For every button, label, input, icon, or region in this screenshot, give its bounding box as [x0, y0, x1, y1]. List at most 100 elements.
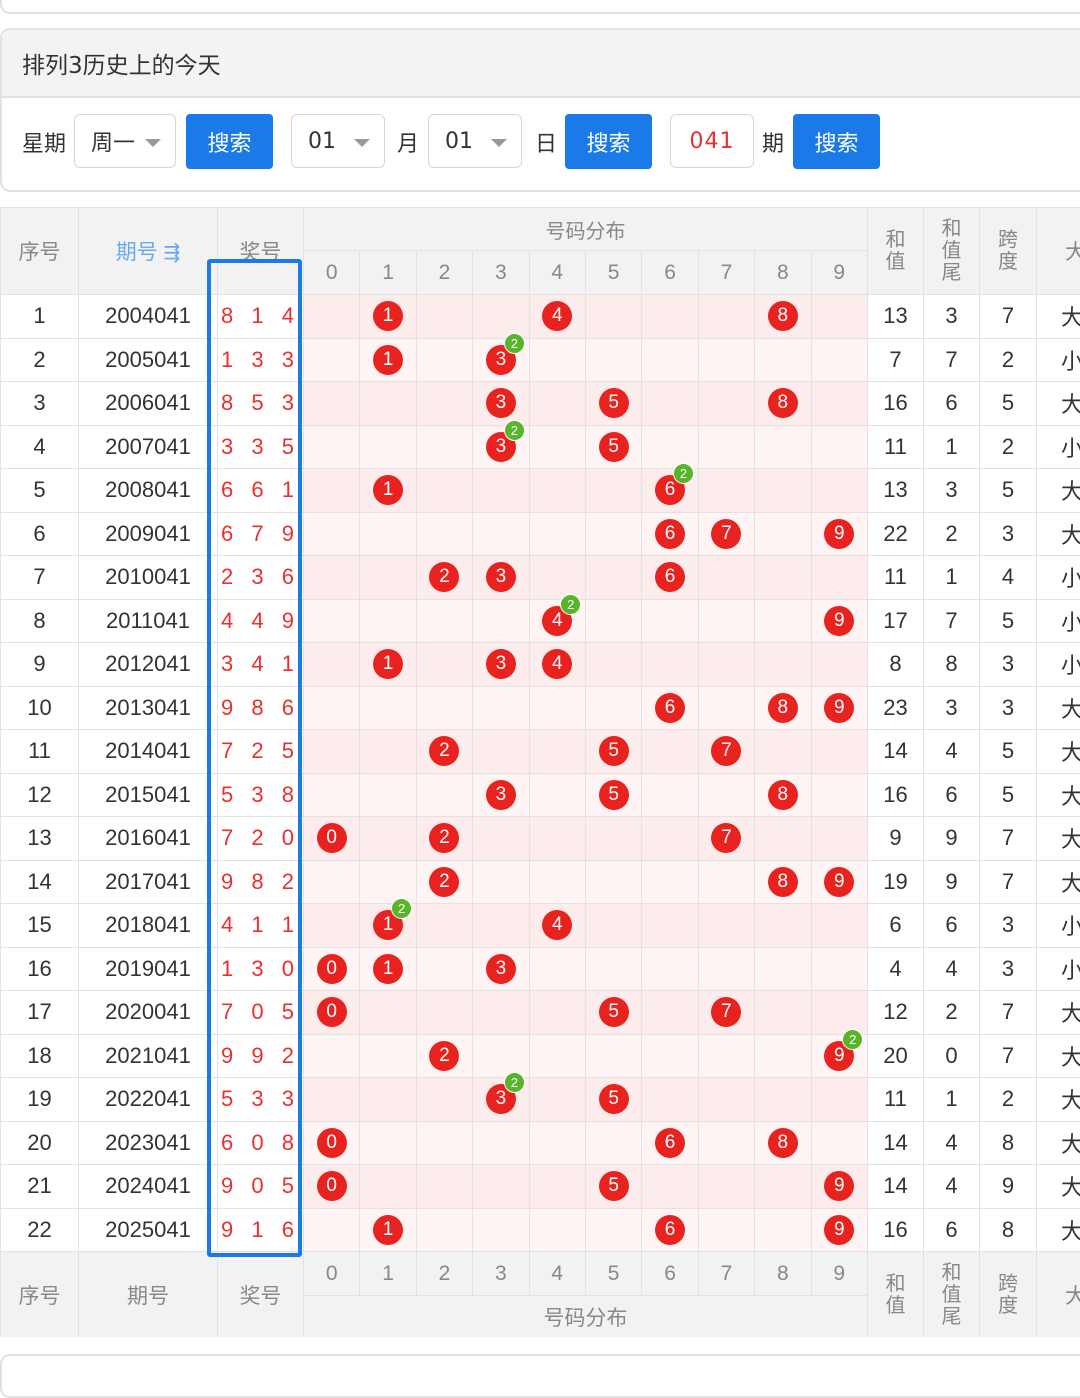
search-row: 星期 周一 搜索 01 月 01 日 搜索 041 期 搜索 — [2, 98, 1080, 188]
seq-footer: 序号 — [1, 1252, 79, 1338]
number-ball: 8 — [768, 693, 798, 723]
distribution-cell — [473, 512, 529, 556]
winning-numbers-cell: 9 0 5 — [218, 1165, 304, 1209]
size-cell: 小 — [1036, 338, 1080, 382]
issue-search-button[interactable]: 搜索 — [793, 114, 880, 169]
distribution-cell — [304, 295, 360, 339]
period-cell: 2009041 — [79, 512, 218, 556]
distribution-header: 号码分布 — [304, 208, 868, 251]
distribution-cell: 7 — [698, 991, 754, 1035]
number-ball: 8 — [768, 867, 798, 897]
distribution-cell: 5 — [585, 1165, 641, 1209]
distribution-cell — [698, 469, 754, 513]
distribution-cell — [698, 643, 754, 687]
size-cell: 大 — [1036, 686, 1080, 730]
distribution-cell: 9 — [811, 860, 867, 904]
distribution-cell: 0 — [304, 947, 360, 991]
distribution-cell — [529, 1034, 585, 1078]
digit-footer-5: 5 — [585, 1252, 641, 1296]
number-ball: 1 — [373, 649, 403, 679]
sum-tail-cell: 2 — [923, 991, 979, 1035]
distribution-cell — [416, 295, 472, 339]
number-ball: 1 — [373, 1215, 403, 1245]
sum-cell: 14 — [867, 1121, 923, 1165]
distribution-cell — [698, 904, 754, 948]
distribution-cell — [585, 295, 641, 339]
sort-icon[interactable]: ⇶ — [164, 242, 181, 264]
period-header[interactable]: 期号 ⇶ — [79, 208, 218, 295]
repeat-badge: 2 — [504, 1072, 525, 1093]
period-footer: 期号 — [79, 1252, 218, 1338]
number-ball: 2 — [429, 1041, 459, 1071]
span-cell: 7 — [979, 1034, 1036, 1078]
sum-tail-cell: 4 — [923, 730, 979, 774]
seq-cell: 10 — [1, 686, 79, 730]
distribution-cell: 9 — [811, 512, 867, 556]
digit-footer-2: 2 — [416, 1252, 472, 1296]
span-cell: 2 — [979, 1078, 1036, 1122]
issue-input[interactable]: 041 — [670, 114, 754, 168]
number-ball: 9 — [824, 693, 854, 723]
distribution-cell — [698, 556, 754, 600]
winning-numbers-cell: 8 5 3 — [218, 382, 304, 426]
span-cell: 2 — [979, 338, 1036, 382]
distribution-cell — [416, 1208, 472, 1252]
distribution-cell — [585, 1208, 641, 1252]
size-footer: 大 — [1036, 1252, 1080, 1338]
distribution-cell — [642, 991, 698, 1035]
number-ball: 1 — [373, 954, 403, 984]
weekday-search-button[interactable]: 搜索 — [186, 114, 273, 169]
month-select[interactable]: 01 — [291, 114, 385, 168]
sum-tail-cell: 7 — [923, 338, 979, 382]
size-cell: 小 — [1036, 643, 1080, 687]
sum-cell: 11 — [867, 425, 923, 469]
distribution-cell: 3 — [473, 382, 529, 426]
digit-header-4: 4 — [529, 251, 585, 295]
span-cell: 2 — [979, 425, 1036, 469]
weekday-select[interactable]: 周一 — [74, 114, 176, 168]
distribution-cell — [811, 425, 867, 469]
sum-footer: 和值 — [867, 1252, 923, 1338]
distribution-cell: 7 — [698, 512, 754, 556]
sum-header: 和值 — [867, 208, 923, 295]
size-cell: 小 — [1036, 556, 1080, 600]
number-ball: 6 — [655, 1215, 685, 1245]
seq-header: 序号 — [1, 208, 79, 295]
distribution-cell — [642, 425, 698, 469]
month-value: 01 — [308, 129, 336, 154]
size-cell: 大 — [1036, 1165, 1080, 1209]
sum-tail-cell: 2 — [923, 512, 979, 556]
distribution-cell — [698, 599, 754, 643]
distribution-cell: 0 — [304, 991, 360, 1035]
day-select[interactable]: 01 — [428, 114, 522, 168]
distribution-cell — [473, 904, 529, 948]
distribution-cell: 9 — [811, 1208, 867, 1252]
size-cell: 大 — [1036, 860, 1080, 904]
distribution-cell: 2 — [416, 1034, 472, 1078]
distribution-cell: 9 — [811, 686, 867, 730]
date-search-button[interactable]: 搜索 — [565, 114, 652, 169]
distribution-cell — [360, 556, 416, 600]
period-cell: 2006041 — [79, 382, 218, 426]
distribution-cell — [416, 469, 472, 513]
sum-cell: 14 — [867, 730, 923, 774]
span-cell: 5 — [979, 599, 1036, 643]
distribution-cell — [360, 1034, 416, 1078]
span-cell: 3 — [979, 643, 1036, 687]
period-cell: 2005041 — [79, 338, 218, 382]
distribution-cell — [416, 425, 472, 469]
distribution-cell — [698, 686, 754, 730]
chevron-down-icon — [354, 139, 370, 147]
distribution-cell — [642, 295, 698, 339]
number-ball: 0 — [317, 997, 347, 1027]
